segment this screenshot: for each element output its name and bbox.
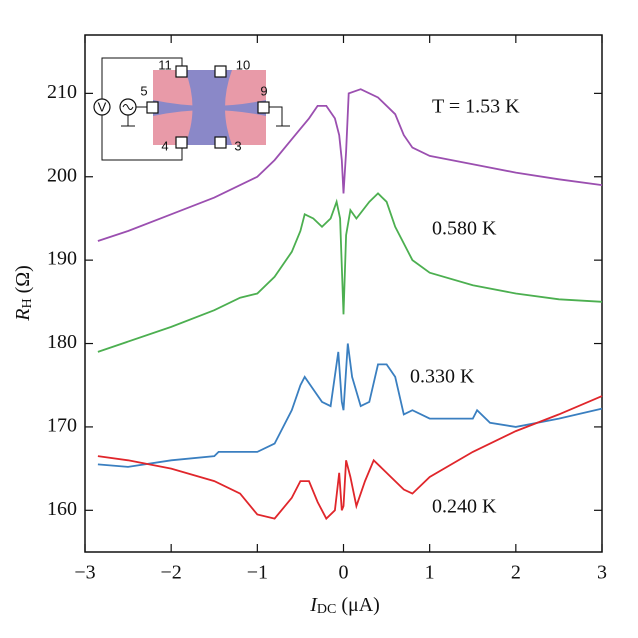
y-axis-title-main: R xyxy=(12,309,34,322)
x-axis-title: IDC (μA) xyxy=(309,594,380,618)
x-tick-label: −3 xyxy=(74,562,95,584)
y-tick-label: 190 xyxy=(47,248,77,270)
inset-wire xyxy=(121,106,290,127)
series-line xyxy=(97,88,603,242)
x-axis-title-unit: (μA) xyxy=(336,594,380,616)
series-line xyxy=(97,343,603,468)
inset-label: 11 xyxy=(158,57,172,72)
x-tick-label: 0 xyxy=(339,562,349,584)
y-tick-label: 160 xyxy=(47,498,77,520)
x-tick-label: −2 xyxy=(161,562,182,584)
inset-label: 3 xyxy=(234,138,241,153)
inset-label: 5 xyxy=(140,83,147,98)
contact xyxy=(257,101,270,114)
series-label: 0.240 K xyxy=(432,496,497,518)
series-label: 0.330 K xyxy=(410,366,475,388)
y-tick-label: 170 xyxy=(47,415,77,437)
contact xyxy=(175,65,188,78)
contact xyxy=(146,101,159,114)
series-label: 0.580 K xyxy=(432,218,497,240)
ac-symbol xyxy=(122,104,134,110)
device-gate xyxy=(153,100,266,116)
x-tick-label: 2 xyxy=(511,562,521,584)
inset-label: 9 xyxy=(260,83,267,98)
contact xyxy=(175,136,188,149)
series-label: T = 1.53 K xyxy=(432,96,520,118)
y-tick-label: 210 xyxy=(47,81,77,103)
series-line xyxy=(97,192,603,353)
x-tick-label: −1 xyxy=(247,562,268,584)
contact xyxy=(214,65,227,78)
y-tick-label: 180 xyxy=(47,331,77,353)
y-tick-label: 200 xyxy=(47,164,77,186)
voltmeter xyxy=(93,98,111,116)
series-line xyxy=(97,395,603,521)
x-axis-title-main: I xyxy=(309,594,318,616)
inset-label: 10 xyxy=(236,57,250,72)
inset-label: 4 xyxy=(161,138,168,153)
x-axis-title-sub: DC xyxy=(317,602,336,617)
y-axis-title: RH (Ω) xyxy=(12,265,36,322)
y-axis-title-sub: H xyxy=(20,298,35,308)
x-tick-label: 3 xyxy=(597,562,607,584)
inset-label: V xyxy=(98,99,107,114)
contact xyxy=(214,136,227,149)
inset: V 5 11 10 9 4 3 xyxy=(93,57,290,161)
x-tick-label: 1 xyxy=(425,562,435,584)
y-axis-title-unit: (Ω) xyxy=(12,265,34,298)
